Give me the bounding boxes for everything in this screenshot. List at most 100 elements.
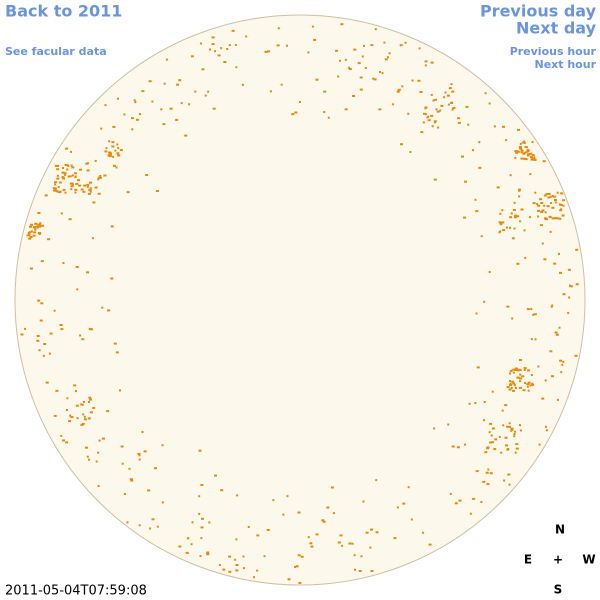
facula <box>540 202 544 204</box>
facula <box>109 153 112 156</box>
facula <box>39 224 42 227</box>
facula <box>417 79 421 82</box>
facula <box>517 188 521 191</box>
next-hour-link[interactable]: Next hour <box>535 58 597 71</box>
facula <box>392 103 395 106</box>
facula <box>372 77 375 80</box>
facula <box>214 50 216 53</box>
facula <box>86 455 89 458</box>
facula <box>396 506 399 509</box>
facula <box>511 317 514 320</box>
facula <box>74 172 78 175</box>
next-day-link[interactable]: Next day <box>516 19 597 38</box>
facula <box>544 379 547 382</box>
facula <box>123 113 126 116</box>
facula <box>61 171 65 174</box>
facula <box>45 381 49 384</box>
facula <box>160 108 163 111</box>
facula <box>409 151 412 153</box>
facula <box>198 513 201 515</box>
facula <box>499 230 502 233</box>
facula <box>309 542 313 545</box>
facula <box>69 414 72 417</box>
facula <box>508 483 511 486</box>
facula <box>447 103 450 106</box>
facula <box>529 384 532 387</box>
facula <box>513 433 516 435</box>
facula <box>439 109 442 112</box>
facula <box>315 533 319 536</box>
previous-hour-link[interactable]: Previous hour <box>510 45 597 58</box>
back-link[interactable]: Back to 2011 <box>5 2 122 21</box>
facula <box>80 423 84 426</box>
facula <box>540 211 544 214</box>
facula <box>89 181 92 184</box>
facula <box>162 123 166 126</box>
facula <box>559 359 563 362</box>
facula <box>126 521 129 524</box>
facula <box>545 193 548 195</box>
facula <box>297 511 301 514</box>
facula <box>464 443 466 446</box>
facula <box>370 570 374 572</box>
facula <box>433 427 436 430</box>
facula <box>108 140 111 143</box>
facula <box>518 195 521 198</box>
facula <box>114 149 117 152</box>
facula <box>70 188 73 191</box>
facula <box>549 350 553 353</box>
previous-day-link[interactable]: Previous day <box>480 2 597 21</box>
facula <box>523 368 526 371</box>
facula <box>63 172 67 175</box>
facula <box>514 451 517 454</box>
facula <box>29 267 33 270</box>
facula <box>298 101 301 103</box>
facula <box>128 467 131 470</box>
facula <box>34 222 38 225</box>
facula <box>245 35 248 38</box>
facula <box>131 117 134 120</box>
facula <box>534 191 537 194</box>
facula <box>79 168 82 171</box>
facula <box>475 312 478 315</box>
facula <box>194 90 197 93</box>
facula <box>486 446 490 449</box>
facula <box>71 174 74 177</box>
facula <box>510 212 513 215</box>
facula <box>29 231 32 234</box>
facula <box>94 159 97 162</box>
facula <box>513 216 517 219</box>
facula <box>29 236 32 239</box>
facula <box>488 102 491 105</box>
facula <box>188 103 191 106</box>
facula <box>154 467 157 470</box>
facula <box>491 427 495 430</box>
facula <box>101 437 105 440</box>
facula <box>119 389 121 392</box>
facula <box>472 149 474 152</box>
facula <box>234 44 237 46</box>
facula <box>234 558 237 561</box>
facula <box>178 545 182 548</box>
facula <box>70 416 74 418</box>
facula <box>475 210 479 213</box>
facula <box>509 380 511 382</box>
facula <box>141 431 144 433</box>
facula <box>351 542 354 545</box>
facula <box>75 404 79 407</box>
facula <box>402 502 406 505</box>
facula <box>38 225 41 228</box>
facula <box>526 308 530 311</box>
facula <box>310 545 314 548</box>
facula <box>370 44 374 47</box>
facula <box>148 80 152 83</box>
facula <box>404 41 407 44</box>
facula <box>474 198 477 201</box>
facula <box>105 147 108 150</box>
facula <box>161 501 164 504</box>
facular-data-link[interactable]: See facular data <box>5 45 107 58</box>
facula <box>452 107 456 109</box>
facula <box>337 541 341 544</box>
facula <box>348 66 350 69</box>
